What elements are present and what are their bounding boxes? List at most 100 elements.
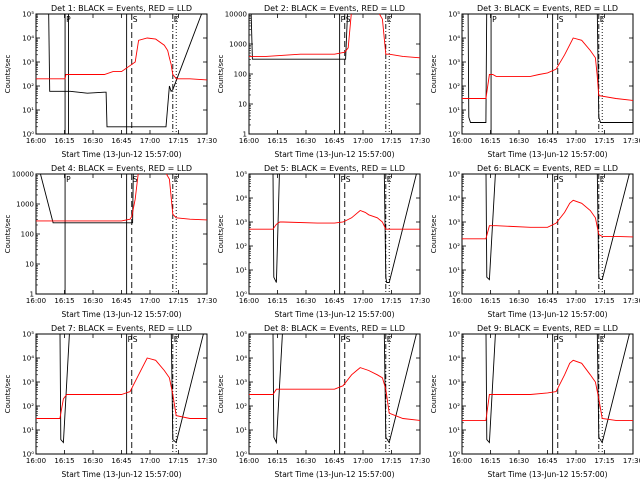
x-tick-label: 17:15 — [594, 297, 614, 305]
x-tick-label: 16:00 — [26, 297, 46, 305]
x-tick-label: 16:00 — [452, 457, 472, 465]
event-marker-label: P — [128, 335, 133, 344]
y-tick-label: 1 — [243, 131, 247, 139]
x-axis-label: Start Time (13-Jun-12 15:57:00) — [488, 470, 608, 479]
chart-title: Det 1: BLACK = Events, RED = LLD — [51, 4, 192, 13]
event-marker-label: E — [600, 15, 605, 24]
y-tick-label: 10³ — [448, 219, 460, 227]
y-tick-label: 10⁰ — [22, 131, 34, 139]
plot-frame — [461, 13, 634, 135]
x-tick-label: 16:45 — [537, 297, 557, 305]
x-tick-label: 16:45 — [537, 457, 557, 465]
x-tick-label: 17:00 — [353, 297, 373, 305]
x-tick-label: 16:15 — [480, 297, 500, 305]
x-tick-label: 17:00 — [353, 457, 373, 465]
x-tick-label: 16:15 — [267, 297, 287, 305]
x-tick-label: 17:00 — [140, 457, 160, 465]
y-axis-label: Counts/sec — [217, 375, 225, 414]
plot-frame — [35, 13, 208, 135]
event-marker-label: E — [174, 15, 179, 24]
y-tick-label: 10⁴ — [235, 355, 247, 363]
x-tick-label: 17:30 — [623, 457, 640, 465]
y-tick-label: 10⁵ — [22, 331, 34, 339]
event-marker-label: S — [559, 175, 564, 184]
y-tick-label: 10⁰ — [448, 291, 460, 299]
x-tick-label: 17:15 — [168, 457, 188, 465]
y-tick-label: 1 — [30, 291, 34, 299]
event-marker-label: P — [554, 175, 559, 184]
x-tick-label: 16:30 — [83, 457, 103, 465]
x-tick-label: 16:00 — [239, 457, 259, 465]
plot-frame — [35, 333, 208, 455]
x-tick-label: 16:15 — [54, 137, 74, 145]
x-tick-label: 17:30 — [410, 297, 430, 305]
chart-panel-1: Det 1: BLACK = Events, RED = LLD Start Ti… — [4, 4, 217, 159]
event-marker-label: S — [559, 15, 564, 24]
y-tick-label: 10⁴ — [448, 195, 460, 203]
x-axis-label: Start Time (13-Jun-12 15:57:00) — [275, 150, 395, 159]
event-marker-label: E — [387, 15, 392, 24]
x-tick-label: 16:15 — [480, 137, 500, 145]
y-tick-label: 10¹ — [235, 427, 247, 435]
event-marker-label: S — [133, 335, 138, 344]
event-marker-label: S — [346, 15, 351, 24]
y-tick-label: 10³ — [235, 379, 247, 387]
x-tick-label: 17:15 — [381, 457, 401, 465]
y-tick-label: 10⁵ — [235, 331, 247, 339]
y-tick-label: 10² — [448, 403, 460, 411]
x-tick-label: 16:15 — [54, 457, 74, 465]
event-marker-label: P — [341, 335, 346, 344]
x-tick-label: 17:30 — [197, 457, 217, 465]
event-marker-label: S — [346, 175, 351, 184]
y-tick-label: 10¹ — [235, 267, 247, 275]
event-marker-label: S — [133, 175, 138, 184]
x-tick-label: 16:30 — [509, 457, 529, 465]
chart-title: Det 2: BLACK = Events, RED = LLD — [264, 4, 405, 13]
y-tick-label: 100 — [234, 71, 247, 79]
x-axis-label: Start Time (13-Jun-12 15:57:00) — [62, 310, 182, 319]
x-tick-label: 17:15 — [381, 137, 401, 145]
series-events-line — [59, 334, 204, 444]
event-marker-label: P — [554, 335, 559, 344]
x-axis-label: Start Time (13-Jun-12 15:57:00) — [488, 150, 608, 159]
series-events-line — [48, 14, 203, 128]
y-tick-label: 10⁵ — [448, 331, 460, 339]
series-events-line — [485, 334, 630, 444]
y-axis-label: Counts/sec — [217, 55, 225, 94]
chart-panel-9: Det 9: BLACK = Events, RED = LLD Start Ti… — [430, 324, 640, 479]
x-tick-label: 16:30 — [509, 137, 529, 145]
y-tick-label: 10¹ — [448, 427, 460, 435]
x-tick-label: 16:30 — [296, 297, 316, 305]
plot-frame — [248, 13, 421, 135]
y-tick-label: 10¹ — [22, 427, 34, 435]
x-axis-label: Start Time (13-Jun-12 15:57:00) — [275, 310, 395, 319]
y-tick-label: 10⁴ — [235, 195, 247, 203]
event-marker-label: S — [346, 335, 351, 344]
x-axis-label: Start Time (13-Jun-12 15:57:00) — [275, 470, 395, 479]
x-tick-label: 17:15 — [594, 457, 614, 465]
y-tick-label: 10³ — [448, 59, 460, 67]
event-marker-label: P — [66, 15, 71, 24]
event-marker-label: E — [600, 175, 605, 184]
x-tick-label: 17:00 — [140, 137, 160, 145]
event-marker-label: P — [341, 175, 346, 184]
series-events-line — [39, 174, 134, 224]
x-tick-label: 16:45 — [324, 297, 344, 305]
event-marker-label: E — [174, 335, 179, 344]
x-tick-label: 16:00 — [452, 137, 472, 145]
event-marker-label: S — [559, 335, 564, 344]
chart-title: Det 7: BLACK = Events, RED = LLD — [51, 324, 192, 333]
y-tick-label: 10⁵ — [448, 11, 460, 19]
series-events-line — [467, 14, 633, 123]
x-tick-label: 16:45 — [537, 137, 557, 145]
plot-frame — [248, 173, 421, 295]
series-lld-line — [36, 37, 207, 81]
chart-panel-2: Det 2: BLACK = Events, RED = LLD Start Ti… — [217, 4, 430, 159]
y-tick-label: 1000 — [229, 41, 247, 49]
x-tick-label: 16:15 — [267, 137, 287, 145]
x-axis-label: Start Time (13-Jun-12 15:57:00) — [488, 310, 608, 319]
event-marker-label: P — [341, 15, 346, 24]
event-marker-label: E — [600, 335, 605, 344]
y-tick-label: 10⁴ — [448, 355, 460, 363]
x-tick-label: 16:45 — [111, 457, 131, 465]
